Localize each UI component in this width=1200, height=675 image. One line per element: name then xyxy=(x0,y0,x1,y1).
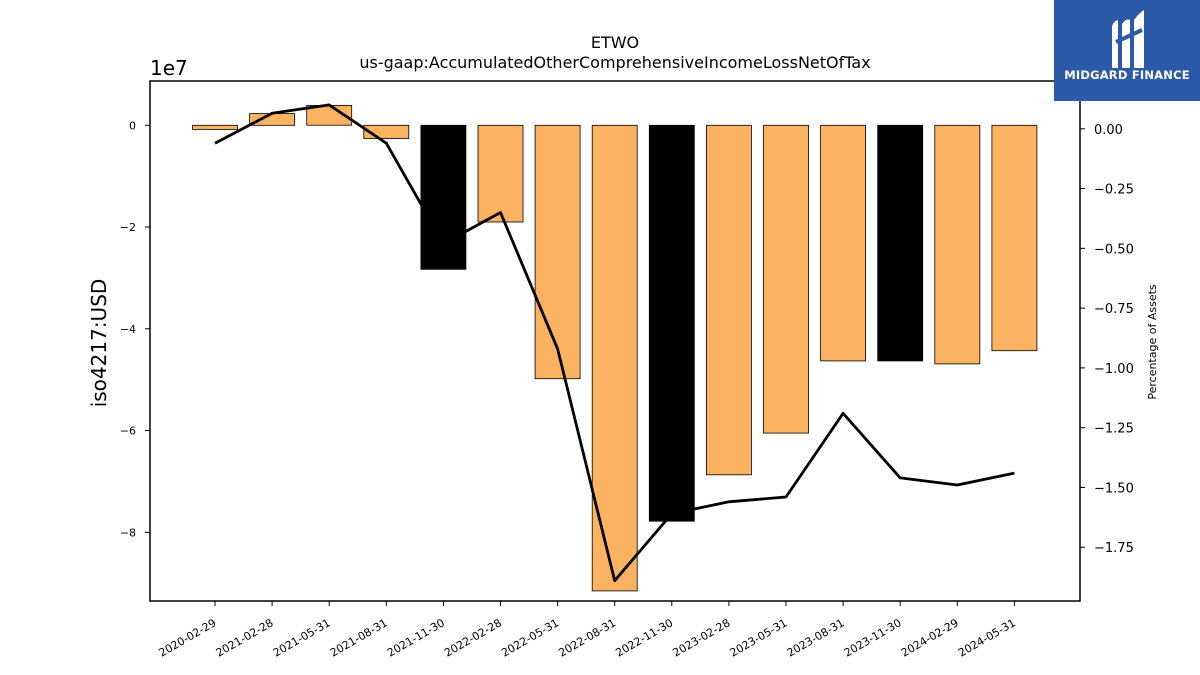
x-tick-label: 2022-05-31 xyxy=(499,616,561,659)
x-tick-label: 2020-02-29 xyxy=(157,616,219,659)
bar xyxy=(249,113,296,126)
bar xyxy=(706,124,752,476)
y2-axis-label: Percentage of Assets xyxy=(1146,284,1159,400)
y2-tick-label: −1.00 xyxy=(1094,362,1134,377)
x-tick-label: 2021-05-31 xyxy=(271,616,333,659)
x-tick-label: 2022-08-31 xyxy=(556,616,618,659)
pct-assets-line xyxy=(214,103,1015,583)
chart-subtitle: us-gaap:AccumulatedOtherComprehensiveInc… xyxy=(359,53,870,72)
x-tick-label: 2023-05-31 xyxy=(728,616,790,659)
x-tick-label: 2022-11-30 xyxy=(613,616,675,659)
y2-tick-label: 0.00 xyxy=(1094,123,1123,138)
bar xyxy=(534,124,581,380)
x-tick-label: 2023-08-31 xyxy=(785,616,847,659)
bar xyxy=(591,124,638,592)
bar xyxy=(877,124,924,362)
y2-tick-label: −1.25 xyxy=(1094,422,1134,437)
x-tick-label: 2024-02-29 xyxy=(899,616,961,659)
x-tick-label: 2022-02-28 xyxy=(442,616,504,659)
bar xyxy=(991,124,1038,352)
y-tick-label: −2 xyxy=(120,221,136,234)
y-tick-label: −4 xyxy=(120,323,136,336)
x-tick-label: 2021-11-30 xyxy=(385,616,447,659)
logo-text: MIDGARD FINANCE xyxy=(1064,68,1190,82)
x-tick-label: 2021-02-28 xyxy=(214,616,276,659)
bar xyxy=(477,124,524,223)
y-tick-label: −8 xyxy=(120,526,136,539)
bar xyxy=(820,124,866,362)
y-axis-label: iso4217:USD xyxy=(87,279,111,408)
y-offset-text: 1e7 xyxy=(150,56,188,80)
plot-frame xyxy=(149,80,1081,602)
chart-title: ETWO xyxy=(591,33,639,52)
plot-area: 0 −2 −4 −6 −8 0.00 −0.25 −0.50 −0.75 −1.00 −1.25 −1… xyxy=(120,103,1134,660)
bar xyxy=(763,124,809,434)
y2-tick-label: −1.50 xyxy=(1094,481,1134,496)
x-tick-label: 2024-05-31 xyxy=(956,616,1018,659)
y-tick-label: 0 xyxy=(129,119,136,132)
y2-tick-label: −0.75 xyxy=(1094,302,1134,317)
x-tick-label: 2021-08-31 xyxy=(328,616,390,659)
brand-logo: MIDGARD FINANCE xyxy=(1054,0,1200,101)
y2-tick-label: −1.75 xyxy=(1094,541,1134,556)
bar xyxy=(192,124,238,130)
y2-tick-label: −0.50 xyxy=(1094,242,1134,257)
bar xyxy=(420,124,467,270)
y2-tick-label: −0.25 xyxy=(1094,183,1134,198)
y-tick-label: −6 xyxy=(120,425,136,438)
x-tick-label: 2023-02-28 xyxy=(671,616,733,659)
bar xyxy=(934,124,981,365)
x-tick-label: 2023-11-30 xyxy=(842,616,904,659)
bar xyxy=(648,124,695,522)
logo-mark-icon xyxy=(1112,10,1144,68)
